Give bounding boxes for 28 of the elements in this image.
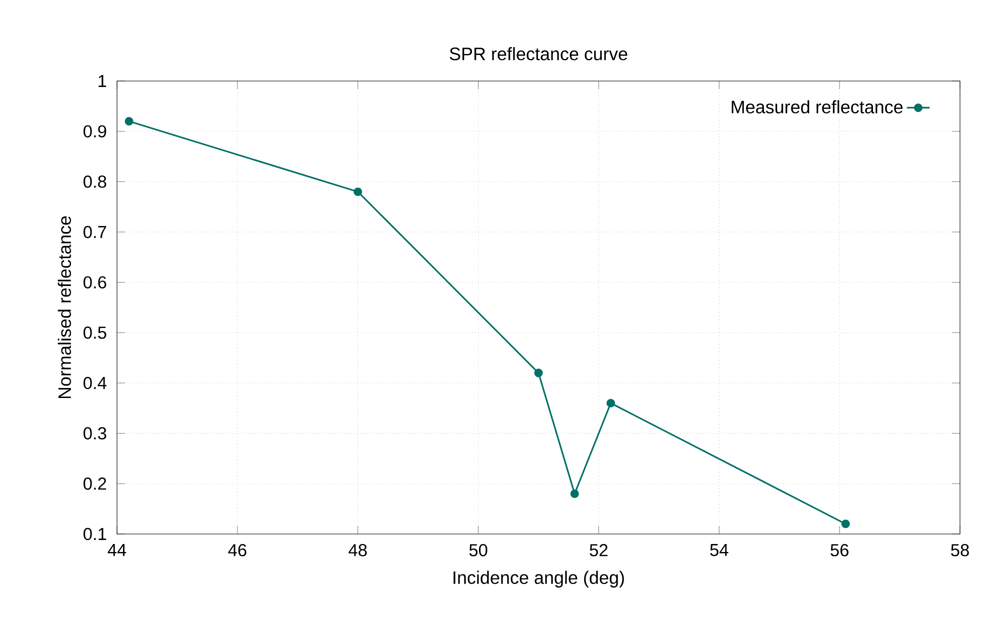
x-tick-label: 44: [108, 544, 126, 556]
x-tick-label: 52: [590, 544, 608, 556]
point: [841, 520, 850, 528]
y-tick-label: 0.9: [84, 125, 106, 138]
point: [570, 489, 579, 498]
x-tick-label: 46: [228, 544, 246, 556]
y-tick-label: 0.8: [84, 176, 106, 188]
y-tick-label: 0.6: [84, 276, 106, 288]
x-tick-label: 48: [348, 544, 367, 556]
y-tick-label: 0.4: [84, 376, 106, 390]
x-axis-title: Incidence angle (deg): [454, 570, 624, 588]
legend-label: Measured reflectance: [732, 100, 903, 114]
y-tick-label: 0.2: [84, 478, 106, 490]
point: [606, 398, 616, 408]
point: [124, 117, 134, 126]
x-tick-label: 56: [830, 544, 848, 556]
y-tick-label: 0.5: [84, 326, 106, 339]
x-tick-label: 54: [710, 544, 728, 556]
y-axis-title: Normalised reflectance: [58, 216, 72, 398]
point: [534, 368, 543, 378]
y-tick-label: 1: [98, 75, 106, 87]
x-tick-label: 50: [469, 544, 488, 556]
y-tick-label: 0.1: [84, 528, 106, 540]
y-tick-label: 0.7: [84, 226, 106, 238]
point: [354, 187, 362, 196]
x-tick-label: 58: [951, 544, 969, 556]
chart-title: SPR reflectance curve: [450, 47, 628, 60]
y-tick-label: 0.3: [84, 427, 106, 440]
